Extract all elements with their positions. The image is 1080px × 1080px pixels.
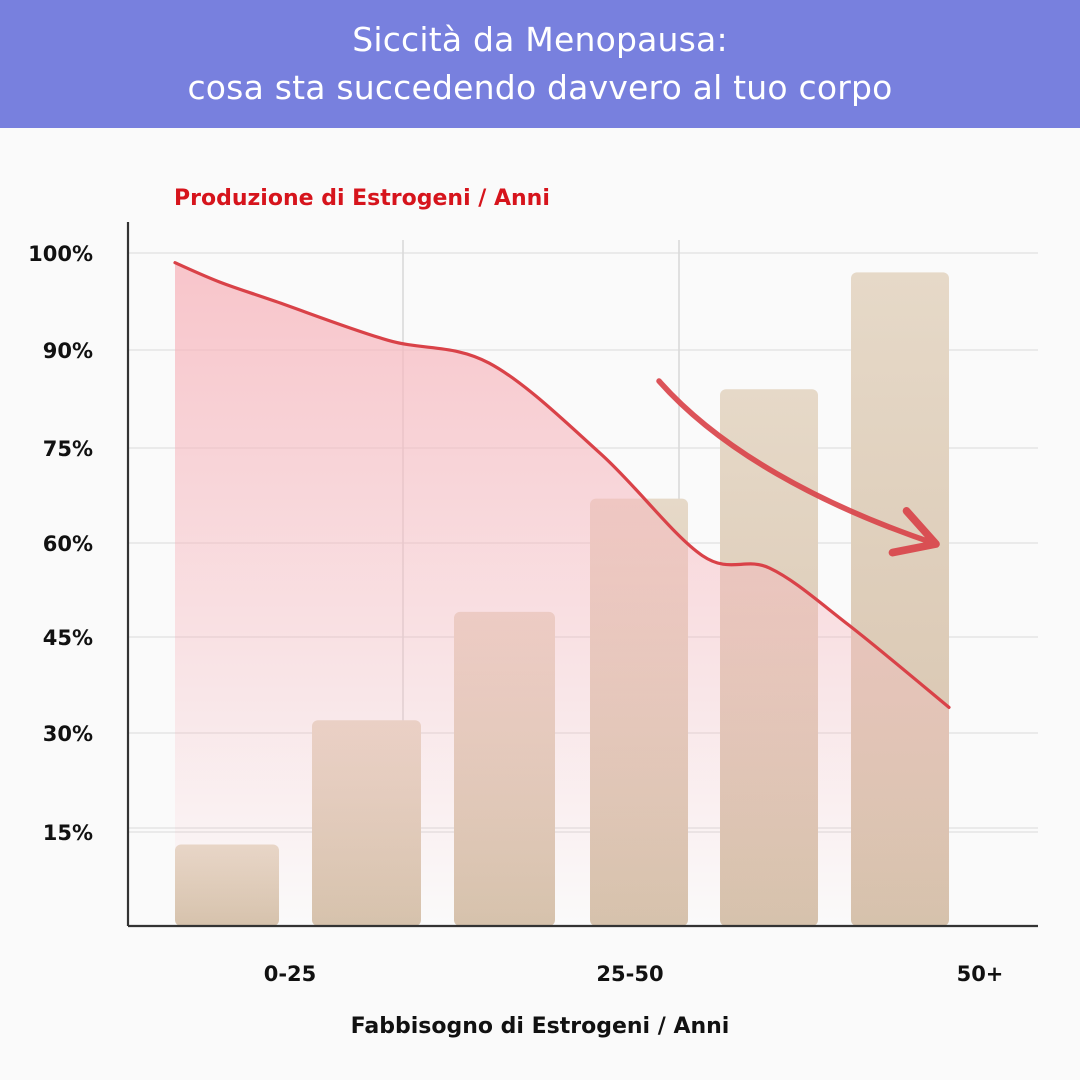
y-tick-label: 90% bbox=[43, 339, 93, 363]
y-tick-label: 60% bbox=[43, 532, 93, 556]
y-tick-labels: 100% 90% 75% 60% 45% 30% 15% bbox=[28, 242, 93, 845]
estrogen-curve bbox=[173, 261, 951, 709]
y-tick-label: 15% bbox=[43, 821, 93, 845]
title-line-1: Siccità da Menopausa: bbox=[352, 20, 728, 59]
y-tick-label: 45% bbox=[43, 626, 93, 650]
x-tick-label: 0-25 bbox=[264, 962, 317, 986]
x-tick-label: 25-50 bbox=[596, 962, 663, 986]
overlay-title: Produzione di Estrogeni / Anni bbox=[174, 186, 550, 211]
trend-arrow bbox=[656, 378, 940, 557]
area-group bbox=[173, 261, 951, 926]
y-tick-label: 75% bbox=[43, 437, 93, 461]
x-tick-labels: 0-25 25-50 50+ bbox=[264, 962, 1004, 986]
x-axis-label: Fabbisogno di Estrogeni / Anni bbox=[351, 1014, 730, 1039]
axes-group bbox=[126, 222, 1038, 928]
title-line-2: cosa sta succedendo davvero al tuo corpo bbox=[187, 68, 893, 107]
y-tick-label: 30% bbox=[43, 722, 93, 746]
y-tick-label: 100% bbox=[28, 242, 93, 266]
x-tick-label: 50+ bbox=[957, 962, 1004, 986]
area-fill bbox=[175, 262, 949, 926]
title-banner: Siccità da Menopausa: cosa sta succedend… bbox=[0, 0, 1080, 128]
